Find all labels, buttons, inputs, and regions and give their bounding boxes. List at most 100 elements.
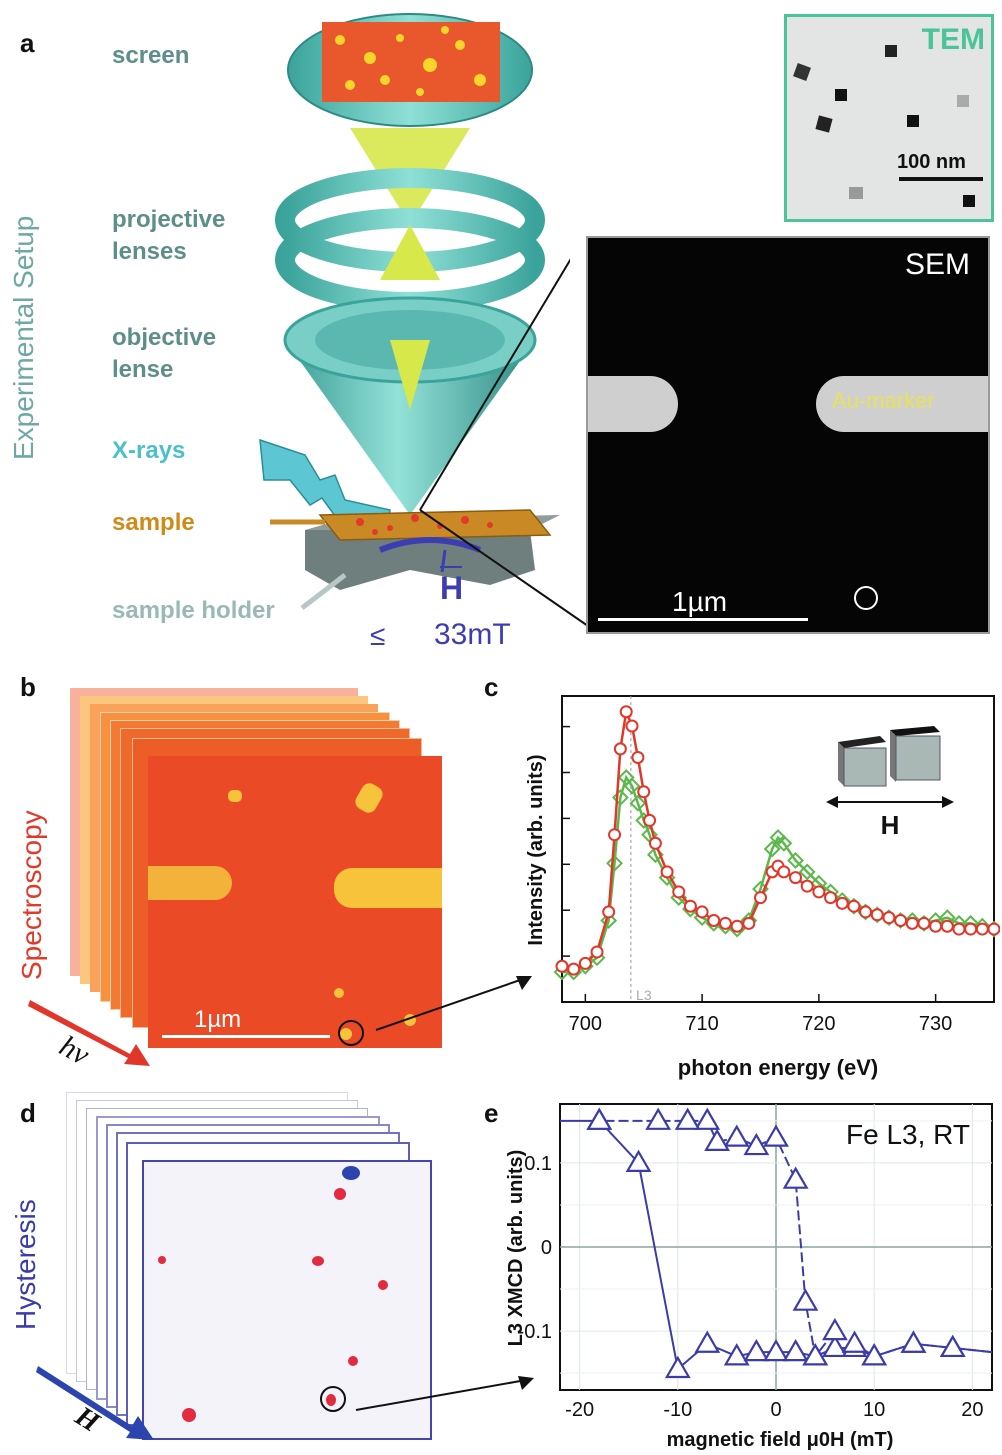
data-point — [975, 922, 989, 936]
zoom-line-top — [419, 258, 570, 511]
hyst-particle-red — [378, 1280, 388, 1290]
data-point — [707, 914, 721, 927]
data-point — [987, 922, 1000, 936]
data-point — [782, 1166, 809, 1189]
hysteresis-image — [142, 1160, 432, 1440]
data-point — [798, 863, 816, 881]
cube-inset: H — [826, 726, 954, 840]
microscope-diagram — [259, 13, 570, 610]
data-point — [777, 865, 791, 879]
holder-pointer — [300, 573, 347, 610]
magnet-coil — [378, 537, 482, 553]
tem-particle — [793, 63, 811, 81]
spectro-particle — [352, 780, 386, 816]
y-tick-label: 0.1 — [524, 1153, 552, 1175]
spectrum-ticks: 700 710 720 730 — [562, 725, 952, 1035]
hysteresis-chart: -20 -10 0 10 20 -0.1 0 0.1 Fe L3, RT magnetic f… — [505, 1103, 993, 1451]
arrow-to-spectrum — [375, 976, 532, 1031]
field-arrow — [440, 549, 447, 573]
data-point — [623, 777, 641, 795]
screen-particles — [335, 26, 486, 96]
xrays-label: X-rays — [112, 437, 186, 464]
data-point — [660, 865, 674, 879]
hyst-selected-circle — [320, 1386, 346, 1412]
tem-particle — [849, 187, 863, 199]
panel-label-a: a — [20, 28, 35, 58]
field-sweep-arrow — [36, 1366, 154, 1440]
data-point — [555, 959, 569, 973]
hyst-particle-red — [312, 1256, 324, 1266]
x-tick-label: -20 — [565, 1399, 594, 1421]
panel-label-b: b — [20, 672, 36, 702]
spectro-image: 1µm — [148, 756, 442, 1048]
x-tick-label: 10 — [863, 1399, 885, 1421]
inset-field-arrow-right — [942, 796, 954, 808]
sample-holder-label: sample holder — [112, 597, 275, 624]
hysteresis-label: Hysteresis — [10, 1199, 41, 1330]
hysteresis-xlabel: magnetic field μ0H (mT) — [667, 1429, 894, 1451]
x-tick-label: 700 — [569, 1013, 602, 1035]
data-point — [763, 1124, 789, 1147]
tem-particle — [835, 89, 847, 101]
au-marker-right — [816, 376, 988, 432]
spectrum-series — [553, 705, 1000, 981]
hysteresis-grid — [560, 1104, 992, 1390]
data-point — [567, 962, 581, 976]
experimental-setup-label: Experimental Setup — [8, 215, 39, 460]
data-point — [859, 905, 873, 919]
data-point — [900, 1330, 927, 1353]
au-marker-label: Au-marker — [832, 388, 935, 413]
data-point — [629, 794, 647, 812]
data-point — [882, 911, 896, 925]
data-point — [792, 1288, 819, 1311]
data-point — [674, 1107, 701, 1130]
data-point — [775, 834, 793, 852]
x-tick-label: 0 — [770, 1399, 781, 1421]
spectrum-ylabel: Intensity (arb. units) — [525, 754, 547, 945]
data-point — [870, 908, 884, 922]
data-point — [742, 916, 756, 930]
spectrum-chart: 700 710 720 730 L3 photon energy (eV) Inten… — [525, 695, 1000, 1080]
data-point — [905, 916, 919, 930]
inset-field-label: H — [881, 810, 900, 840]
tem-particle — [907, 115, 919, 127]
data-point — [929, 919, 943, 933]
data-point — [800, 879, 814, 893]
hysteresis-series — [560, 1107, 993, 1379]
data-point — [645, 1107, 672, 1130]
beam-cone-objective — [390, 340, 430, 410]
spectro-scale-bar — [162, 1035, 330, 1038]
data-point — [835, 896, 849, 910]
spectro-marker-right — [334, 868, 442, 908]
projective-line1: projective — [112, 206, 226, 233]
sample-holder-block — [305, 530, 535, 590]
objective-line1: objective — [112, 324, 217, 351]
spectrum-xlabel: photon energy (eV) — [678, 1055, 878, 1080]
data-point — [847, 899, 861, 913]
projective-line2: lenses — [112, 238, 187, 265]
hysteresis-ticks: -20 -10 0 10 20 -0.1 0 0.1 — [518, 1153, 984, 1421]
data-point — [841, 1330, 868, 1353]
sem-scale-label: 1µm — [672, 586, 728, 617]
data-point — [718, 916, 732, 930]
arrow-to-hysteresis-head — [518, 1376, 534, 1390]
hyst-particle-red — [334, 1188, 346, 1200]
data-point — [683, 899, 697, 913]
photon-energy-arrow — [28, 1000, 150, 1066]
series-line — [599, 1119, 993, 1359]
l3-annotation: L3 — [636, 987, 652, 1003]
sem-inset: SEM Au-marker 1µm — [586, 236, 990, 634]
screen-label: screen — [112, 42, 190, 69]
projective-lenses-label: projective lenses — [112, 204, 225, 268]
data-point — [613, 742, 627, 756]
cube1-side — [838, 742, 844, 786]
data-point — [586, 1107, 613, 1130]
spectro-marker-left — [148, 866, 232, 900]
data-point — [787, 852, 804, 869]
field-sweep-arrow-shape — [36, 1366, 154, 1440]
data-point — [723, 1343, 750, 1366]
sem-title: SEM — [904, 248, 970, 281]
data-point — [619, 705, 633, 719]
data-point — [602, 905, 616, 919]
x-tick-label: 720 — [802, 1013, 835, 1035]
